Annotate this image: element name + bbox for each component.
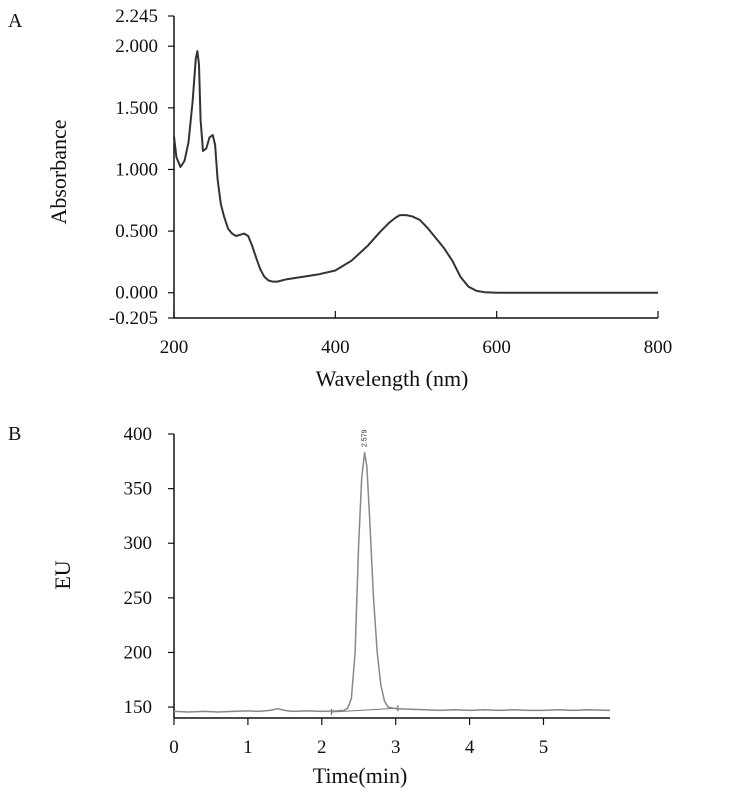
y-tick-label: 1.000: [115, 159, 158, 180]
panel-a-y-axis-title: Absorbance: [46, 119, 71, 224]
y-tick-label: 200: [124, 642, 153, 663]
panel-b-x-axis-title: Time(min): [313, 763, 408, 788]
y-tick-label: 350: [124, 479, 153, 500]
panel-b-ticks: 150 200 250 300 350 400 0 1 2 3 4 5: [124, 424, 549, 758]
panel-b-y-axis-title: EU: [50, 560, 75, 589]
y-tick-label: 2.245: [115, 6, 158, 27]
x-tick-label: 2: [317, 737, 327, 758]
y-tick-label: 2.000: [115, 36, 158, 57]
y-tick-label: -0.205: [109, 308, 158, 329]
panel-b-label: B: [8, 423, 21, 445]
x-tick-label: 200: [160, 337, 189, 358]
y-tick-label: 250: [124, 588, 153, 609]
panel-a-axes: [173, 16, 658, 319]
y-tick-label: 400: [124, 424, 153, 445]
x-tick-label: 4: [465, 737, 475, 758]
y-tick-label: 300: [124, 533, 153, 554]
y-tick-label: 0.000: [115, 283, 158, 304]
y-tick-label: 150: [124, 697, 153, 718]
panel-b-axes: [173, 434, 610, 719]
panel-b-integration-baseline: [331, 707, 398, 713]
y-tick-label: 0.500: [115, 221, 158, 242]
x-tick-label: 400: [321, 337, 350, 358]
y-tick-label: 1.500: [115, 98, 158, 119]
x-tick-label: 1: [243, 737, 253, 758]
x-tick-label: 0: [169, 737, 179, 758]
panel-a-absorbance-line: [173, 50, 658, 294]
panel-b-chromatogram-chart: B 150 200 250 300 350 400 0 1 2 3 4 5 2.579 Time(mi…: [8, 423, 611, 788]
x-tick-label: 600: [482, 337, 511, 358]
panel-b-peak-label: 2.579: [362, 429, 369, 447]
x-tick-label: 5: [539, 737, 549, 758]
panel-b-chromatogram-line: [173, 451, 611, 713]
x-tick-label: 800: [644, 337, 673, 358]
x-tick-label: 3: [391, 737, 401, 758]
panel-a-spectrum-chart: A -0.205 0.000 0.500 1.000 1.500 2.000 2.245 20…: [8, 6, 672, 391]
panel-a-ticks: -0.205 0.000 0.500 1.000 1.500 2.000 2.245 200 4…: [109, 6, 672, 358]
panel-a-x-axis-title: Wavelength (nm): [316, 366, 469, 391]
panel-a-label: A: [8, 10, 23, 32]
